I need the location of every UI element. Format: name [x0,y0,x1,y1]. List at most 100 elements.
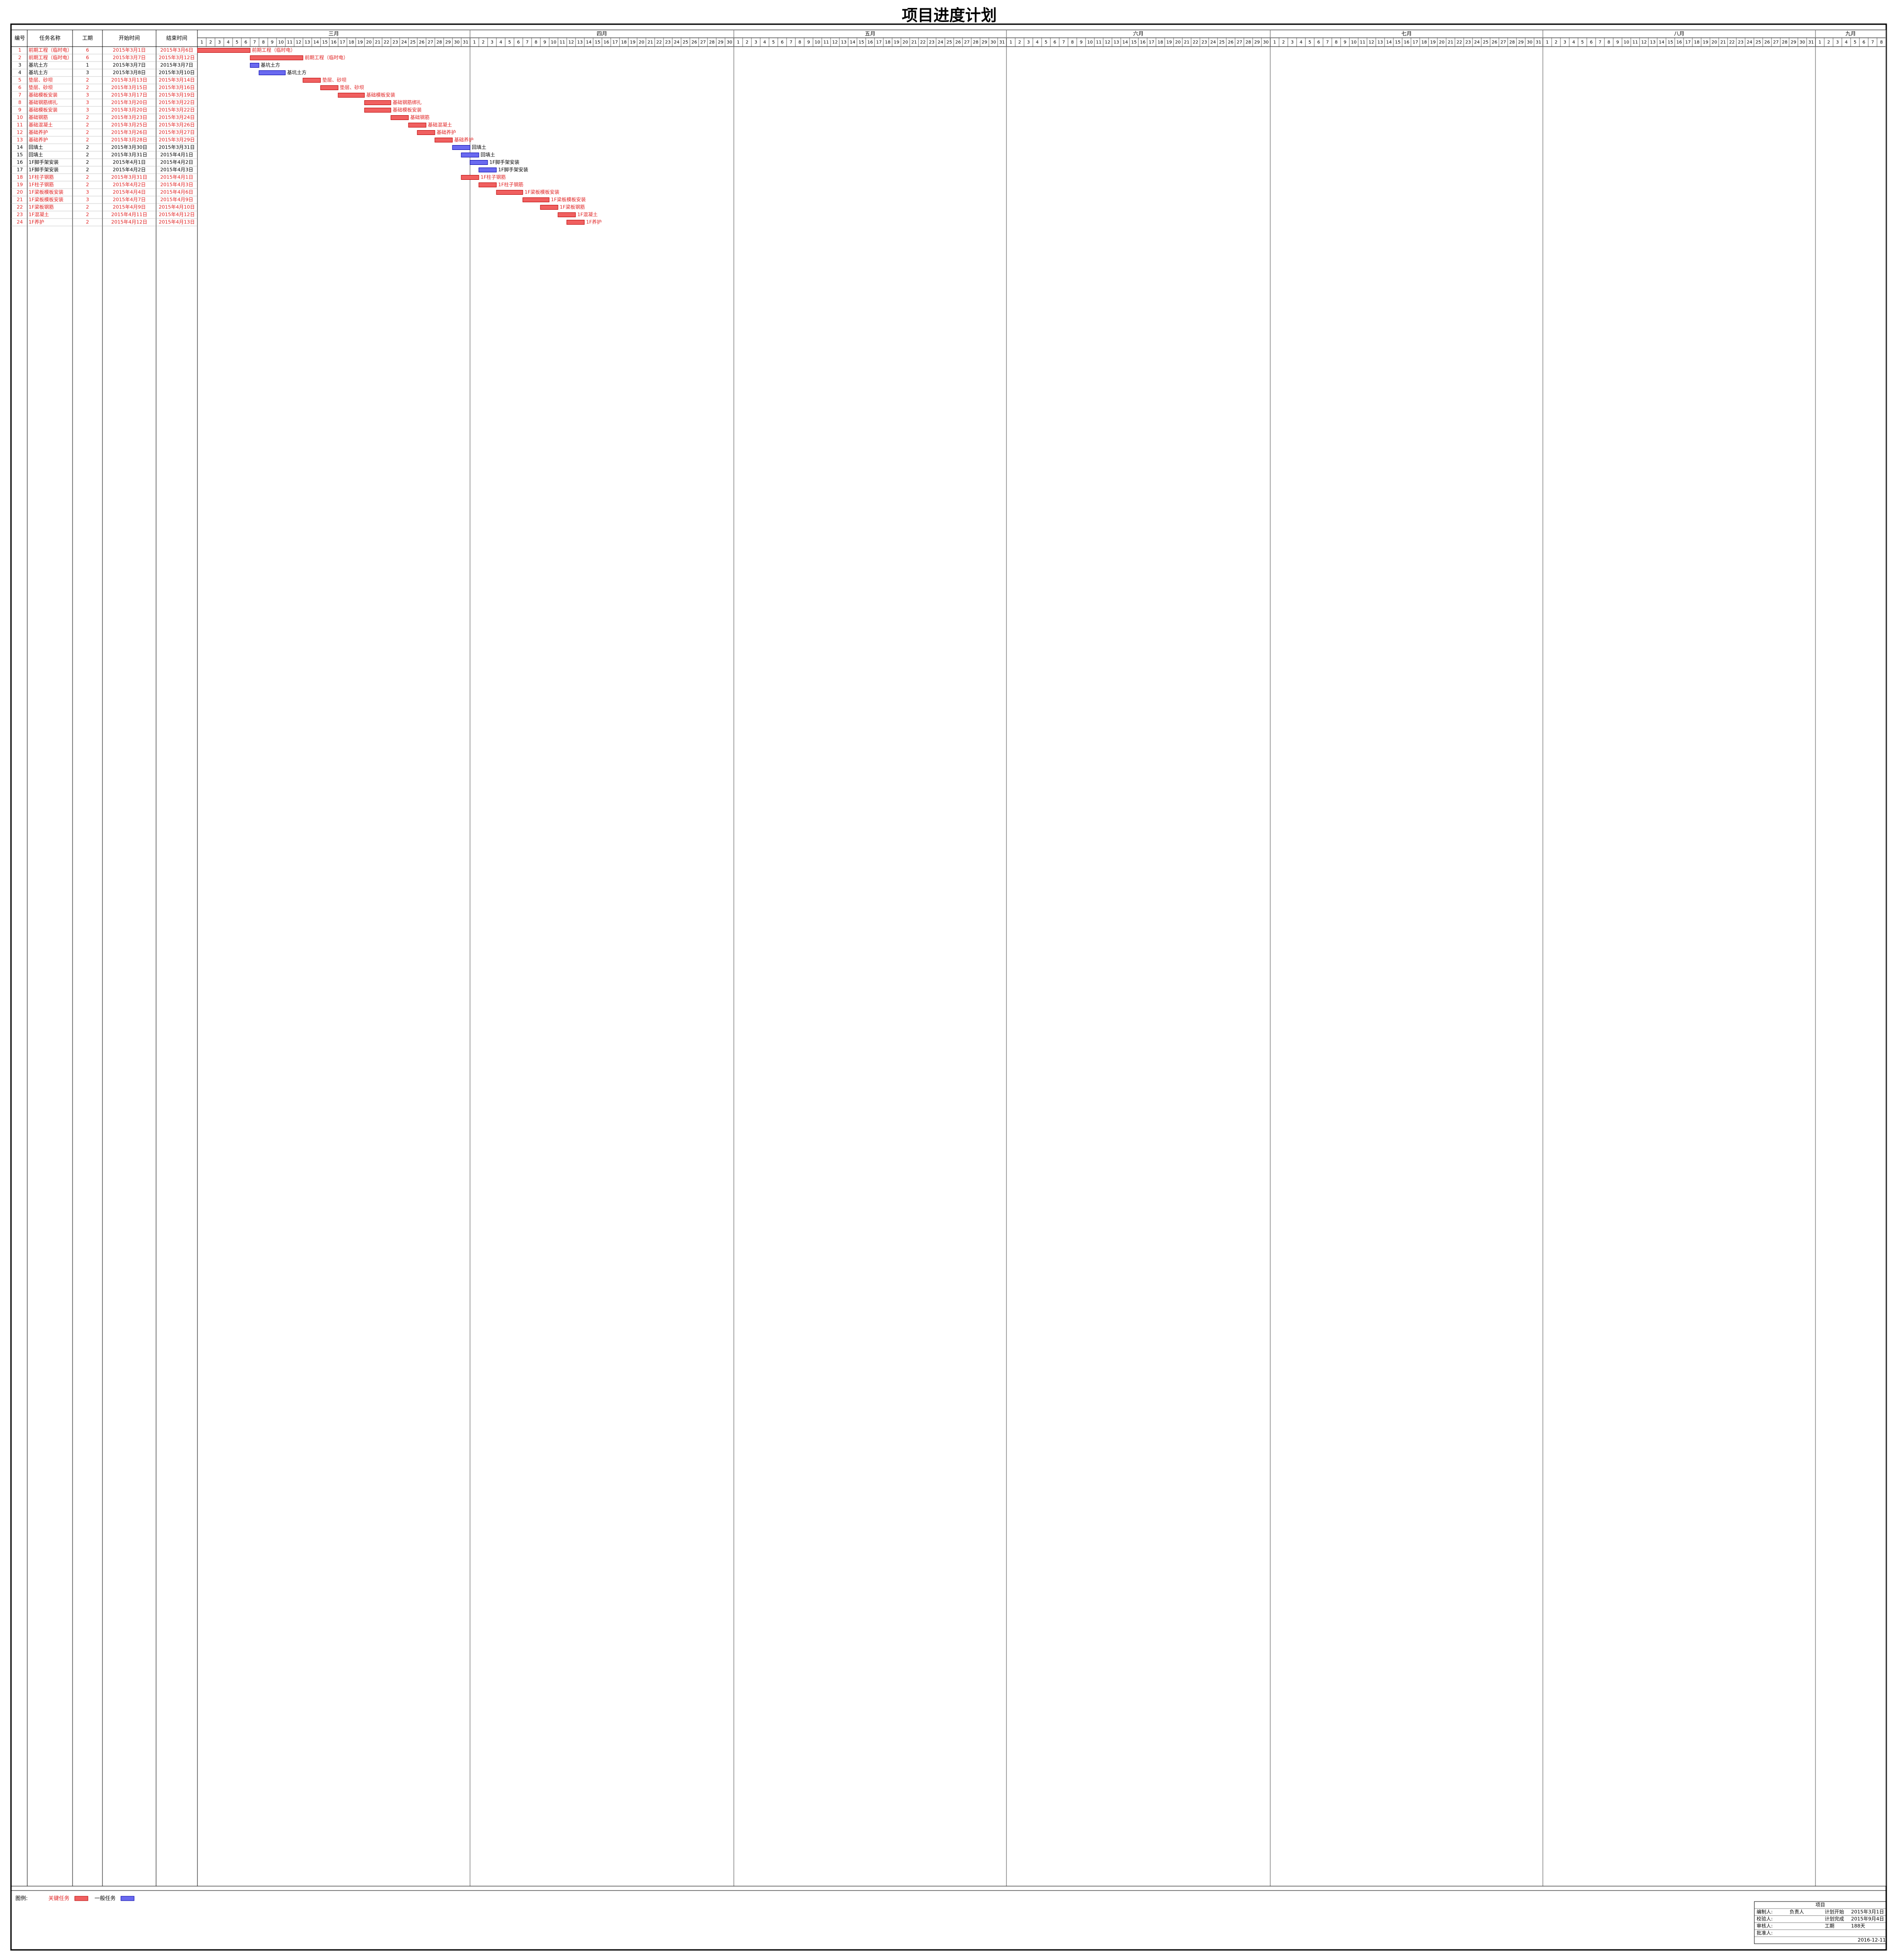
day-label: 27 [964,40,970,45]
task-bar [250,55,303,60]
task-bar [452,145,470,150]
day-label: 3 [1564,40,1566,45]
cell-name: 基础钢筋绑扎 [29,99,58,106]
cell-end: 2015年4月3日 [160,167,193,173]
day-label: 17 [1685,40,1691,45]
day-label: 1 [200,40,203,45]
day-label: 31 [1536,40,1542,45]
cell-end: 2015年3月10日 [159,69,195,76]
day-label: 30 [1800,40,1805,45]
footer-header: 项目 [1815,1902,1825,1908]
day-label: 5 [1045,40,1047,45]
day-label: 1 [1546,40,1549,45]
day-label: 10 [551,40,557,45]
day-label: 24 [401,40,407,45]
cell-start: 2015年4月11日 [111,211,147,218]
day-label: 25 [683,40,689,45]
day-label: 6 [1053,40,1056,45]
day-label: 23 [929,40,935,45]
day-label: 14 [313,40,319,45]
day-label: 27 [1773,40,1779,45]
footer-label: 编制人: [1757,1909,1773,1915]
day-label: 21 [1448,40,1454,45]
legend-normal-swatch [120,1896,135,1901]
day-label: 20 [1712,40,1717,45]
day-label: 18 [349,40,354,45]
day-label: 23 [1465,40,1471,45]
day-label: 11 [824,40,829,45]
cell-duration: 2 [86,182,89,188]
title: 项目进度计划 [902,6,997,25]
day-label: 15 [1131,40,1137,45]
day-label: 7 [253,40,256,45]
cell-end: 2015年4月10日 [159,204,195,210]
day-label: 27 [1237,40,1243,45]
day-label: 14 [586,40,592,45]
bar-label: 前期工程（临时电） [305,55,348,61]
cell-duration: 2 [86,219,89,225]
cell-duration: 2 [86,137,89,143]
day-label: 1 [737,40,740,45]
cell-name: 1F脚手架安装 [29,159,58,165]
cell-duration: 6 [86,47,89,53]
day-label: 23 [1202,40,1207,45]
cell-end: 2015年3月22日 [159,107,195,113]
day-label: 7 [1326,40,1329,45]
day-label: 9 [1344,40,1346,45]
day-label: 17 [1149,40,1155,45]
day-label: 19 [1430,40,1436,45]
cell-end: 2015年4月1日 [160,174,193,180]
day-label: 7 [526,40,529,45]
day-label: 21 [1184,40,1190,45]
day-label: 15 [595,40,601,45]
bar-label: 基础钢筋绑扎 [393,99,422,106]
day-label: 18 [621,40,627,45]
day-label: 6 [781,40,784,45]
cell-name: 基础钢筋 [29,114,48,120]
day-label: 16 [604,40,609,45]
day-label: 21 [648,40,653,45]
month-label: 六月 [1133,31,1144,37]
cell-start: 2015年4月2日 [113,167,146,173]
day-label: 3 [218,40,221,45]
day-label: 4 [1572,40,1575,45]
day-label: 8 [1607,40,1610,45]
cell-name: 垫层、砂坝 [29,84,53,91]
day-label: 8 [535,40,537,45]
bar-label: 基坑土方 [287,69,306,76]
day-label: 22 [920,40,926,45]
cell-name: 基坑土方 [29,62,48,68]
day-label: 5 [236,40,238,45]
footer-printed: 2016-12-11 [1858,1937,1886,1943]
cell-duration: 3 [86,92,89,98]
day-label: 6 [1317,40,1320,45]
day-label: 17 [340,40,346,45]
day-label: 13 [1378,40,1383,45]
task-bar [522,197,550,202]
cell-name: 基础模板安装 [29,92,58,98]
day-label: 19 [1703,40,1709,45]
cell-start: 2015年3月26日 [111,129,147,135]
day-label: 11 [560,40,565,45]
cell-duration: 1 [86,62,89,68]
day-label: 29 [982,40,988,45]
cell-id: 9 [18,107,22,113]
day-label: 14 [850,40,856,45]
day-label: 5 [1581,40,1584,45]
footer-date: 188天 [1851,1923,1865,1929]
footer-key: 工期 [1825,1923,1834,1929]
day-label: 11 [1360,40,1366,45]
cell-name: 1F梁板模板安装 [29,189,63,195]
footer-label: 校验人: [1757,1916,1773,1922]
cell-duration: 3 [86,189,89,195]
day-label: 7 [790,40,792,45]
cell-end: 2015年4月3日 [160,182,193,188]
day-label: 20 [903,40,908,45]
day-label: 24 [674,40,680,45]
cell-end: 2015年3月26日 [159,122,195,128]
day-label: 18 [1158,40,1163,45]
cell-id: 22 [17,204,23,210]
day-label: 5 [1309,40,1311,45]
bar-label: 1F养护 [586,219,601,225]
day-label: 28 [1509,40,1515,45]
